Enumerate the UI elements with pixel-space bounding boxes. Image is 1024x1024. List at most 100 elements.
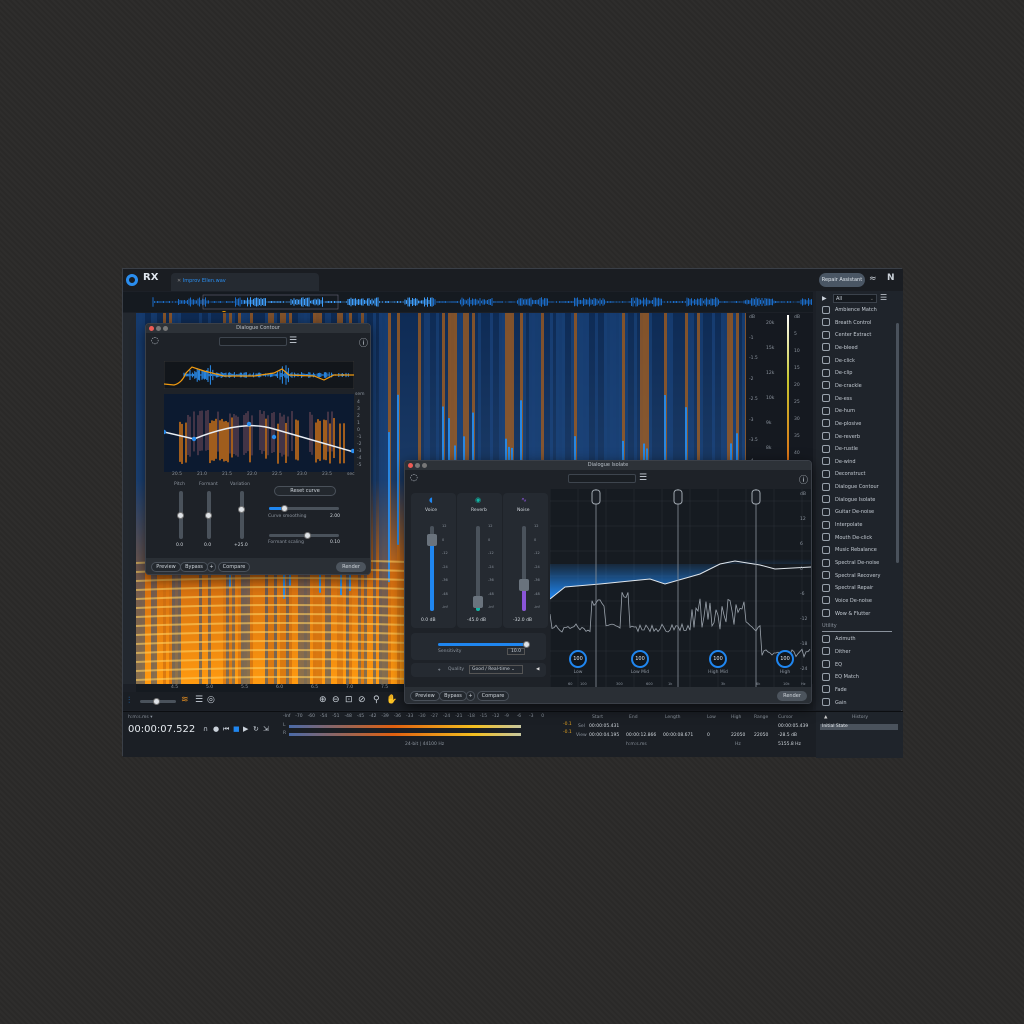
module-item[interactable]: De-clip — [822, 367, 852, 379]
module-item[interactable]: Center Extract — [822, 329, 871, 341]
close-window-icon[interactable] — [408, 463, 413, 468]
sensitivity-slider[interactable] — [438, 643, 524, 646]
module-item[interactable]: De-wind — [822, 456, 856, 468]
bypass-button[interactable]: Bypass — [180, 562, 208, 572]
voice-fader-handle[interactable] — [427, 533, 437, 546]
sel-start[interactable]: 00:00:05.431 — [589, 724, 620, 729]
module-item[interactable]: Breath Control — [822, 317, 871, 329]
module-item[interactable]: Guitar De-noise — [822, 506, 874, 518]
module-item[interactable]: Voice De-noise — [822, 595, 872, 607]
variation-slider-handle[interactable] — [238, 506, 245, 513]
preset-dropdown[interactable] — [568, 474, 636, 483]
spectrogram-settings-icon[interactable]: ≋ — [181, 695, 189, 705]
module-item[interactable]: De-plosive — [822, 418, 861, 430]
preset-menu-icon[interactable]: ☰ — [639, 473, 648, 483]
time-format-dropdown[interactable]: h:m:s.ms ▾ — [128, 715, 153, 720]
bypass-button[interactable]: Bypass — [439, 691, 467, 701]
add-bypass-button[interactable]: + — [466, 691, 475, 701]
voice-value[interactable]: 0.0 dB — [421, 618, 436, 623]
curve-smoothing-slider[interactable] — [269, 507, 339, 510]
contour-spectrogram[interactable] — [164, 394, 354, 472]
module-item[interactable]: Fade — [822, 684, 847, 696]
compare-button[interactable]: Compare — [477, 691, 509, 701]
history-item[interactable]: Initial State — [820, 724, 898, 730]
module-item[interactable]: De-crackle — [822, 380, 862, 392]
band-divider-handle[interactable] — [673, 489, 683, 505]
high-value[interactable]: 22050 — [731, 733, 746, 738]
variation-slider[interactable] — [240, 491, 244, 539]
module-item[interactable]: Music Rebalance — [822, 544, 877, 556]
quality-dropdown[interactable]: Good / Real-time ⌄ — [469, 665, 523, 674]
play-icon[interactable]: ▶ — [243, 725, 249, 733]
play-module-icon[interactable]: ▶ — [822, 295, 827, 302]
module-item[interactable]: Azimuth — [822, 633, 856, 645]
band-divider-handle[interactable] — [751, 489, 761, 505]
module-item[interactable]: Dither — [822, 646, 851, 658]
pitch-slider-handle[interactable] — [177, 512, 184, 519]
curve-smoothing-handle[interactable] — [281, 505, 288, 512]
render-button[interactable]: Render — [336, 562, 366, 572]
stop-icon[interactable]: ■ — [233, 725, 240, 733]
noise-fader[interactable] — [522, 526, 526, 611]
low-value[interactable]: 0 — [707, 733, 710, 738]
blend-slider-handle[interactable] — [153, 698, 160, 705]
skip-back-icon[interactable]: ⏮ — [223, 725, 230, 733]
list-icon[interactable]: ☰ — [195, 695, 204, 705]
curve-smoothing-value[interactable]: 2.00 — [330, 514, 341, 519]
zoom-fit-icon[interactable]: ⊘ — [358, 695, 366, 705]
noise-value[interactable]: -32.0 dB — [513, 618, 533, 623]
formant-scaling-value[interactable]: 0.10 — [330, 540, 341, 545]
module-item[interactable]: De-rustle — [822, 443, 858, 455]
module-item[interactable]: De-hum — [822, 405, 855, 417]
sensitivity-value[interactable]: 10.0 — [507, 648, 525, 655]
reverb-value[interactable]: -45.0 dB — [467, 618, 487, 623]
waveform-toggle-icon[interactable]: ⫶ — [128, 696, 131, 706]
add-bypass-button[interactable]: + — [207, 562, 216, 572]
module-item[interactable]: Mouth De-click — [822, 532, 872, 544]
preview-button[interactable]: Preview — [151, 562, 181, 572]
preset-menu-icon[interactable]: ☰ — [289, 336, 298, 346]
view-length[interactable]: 00:00:08.671 — [663, 733, 694, 738]
collapse-panel-icon[interactable]: ◀ — [536, 667, 540, 672]
band-amount-knob[interactable]: 100 — [709, 650, 727, 668]
pitch-value[interactable]: 0.0 — [176, 543, 184, 548]
band-amount-knob[interactable]: 100 — [631, 650, 649, 668]
range-value[interactable]: 22050 — [754, 733, 769, 738]
hand-tool-icon[interactable]: ✋ — [386, 695, 398, 705]
display-icon[interactable]: ◎ — [207, 695, 215, 705]
module-item[interactable]: De-bleed — [822, 342, 858, 354]
variation-value[interactable]: +25.0 — [234, 543, 248, 548]
preview-button[interactable]: Preview — [410, 691, 440, 701]
noise-fader-handle[interactable] — [519, 578, 529, 591]
maximize-window-icon[interactable] — [163, 326, 168, 331]
waveform-overview[interactable] — [123, 292, 813, 312]
repair-assistant-button[interactable]: Repair Assistant — [819, 273, 865, 287]
module-item[interactable]: Spectral Repair — [822, 582, 873, 594]
preset-dropdown[interactable] — [219, 337, 287, 346]
loop-icon[interactable]: ↻ — [253, 725, 259, 733]
band-amount-knob[interactable]: 100 — [776, 650, 794, 668]
formant-value[interactable]: 0.0 — [204, 543, 212, 548]
module-item[interactable]: Gain — [822, 697, 847, 709]
module-item[interactable]: De-ess — [822, 393, 852, 405]
view-start[interactable]: 00:00:04.195 — [589, 733, 620, 738]
module-item[interactable]: Wow & Flutter — [822, 608, 870, 620]
reset-curve-button[interactable]: Reset curve — [274, 486, 336, 496]
module-item[interactable]: Interpolate — [822, 519, 862, 531]
module-item[interactable]: Dialogue Isolate — [822, 494, 875, 506]
reverb-fader[interactable] — [476, 526, 480, 611]
module-list-scrollbar[interactable] — [896, 323, 899, 563]
headphones-icon[interactable]: ∩ — [203, 725, 209, 733]
formant-scaling-handle[interactable] — [304, 532, 311, 539]
band-divider-handle[interactable] — [591, 489, 601, 505]
collapse-history-icon[interactable]: ▲ — [824, 715, 828, 720]
close-window-icon[interactable] — [149, 326, 154, 331]
compare-button[interactable]: Compare — [218, 562, 250, 572]
zoom-out-icon[interactable]: ⊖ — [332, 695, 340, 705]
utility-header[interactable]: Utility — [822, 620, 892, 633]
help-icon[interactable]: ⓘ — [359, 339, 369, 349]
module-item[interactable]: Ambience Match — [822, 304, 877, 316]
module-item[interactable]: De-click — [822, 355, 855, 367]
formant-slider-handle[interactable] — [205, 512, 212, 519]
module-filter-dropdown[interactable]: All ⌄ — [833, 294, 877, 303]
